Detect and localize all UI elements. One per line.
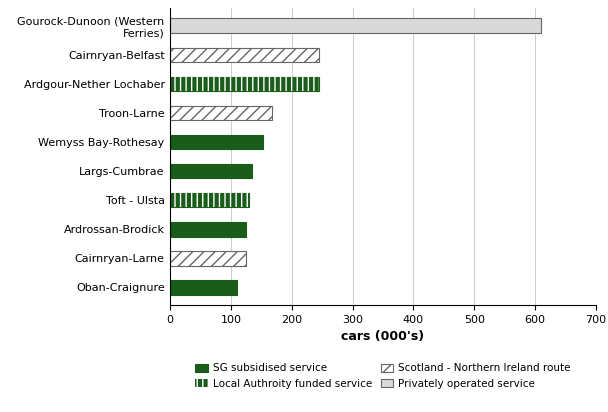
Bar	[170, 105, 272, 120]
Bar	[170, 280, 237, 295]
Legend: SG subsidised service, Local Authroity funded service, Scotland - Northern Irela: SG subsidised service, Local Authroity f…	[195, 363, 571, 389]
Bar	[170, 19, 541, 33]
Bar	[170, 222, 246, 236]
Bar	[170, 193, 249, 208]
Bar	[170, 193, 249, 208]
Bar	[170, 77, 319, 91]
X-axis label: cars (000's): cars (000's)	[342, 330, 424, 343]
Bar	[170, 164, 252, 178]
Bar	[170, 77, 319, 91]
Bar	[170, 135, 263, 149]
Bar	[170, 251, 246, 266]
Bar	[170, 47, 319, 62]
